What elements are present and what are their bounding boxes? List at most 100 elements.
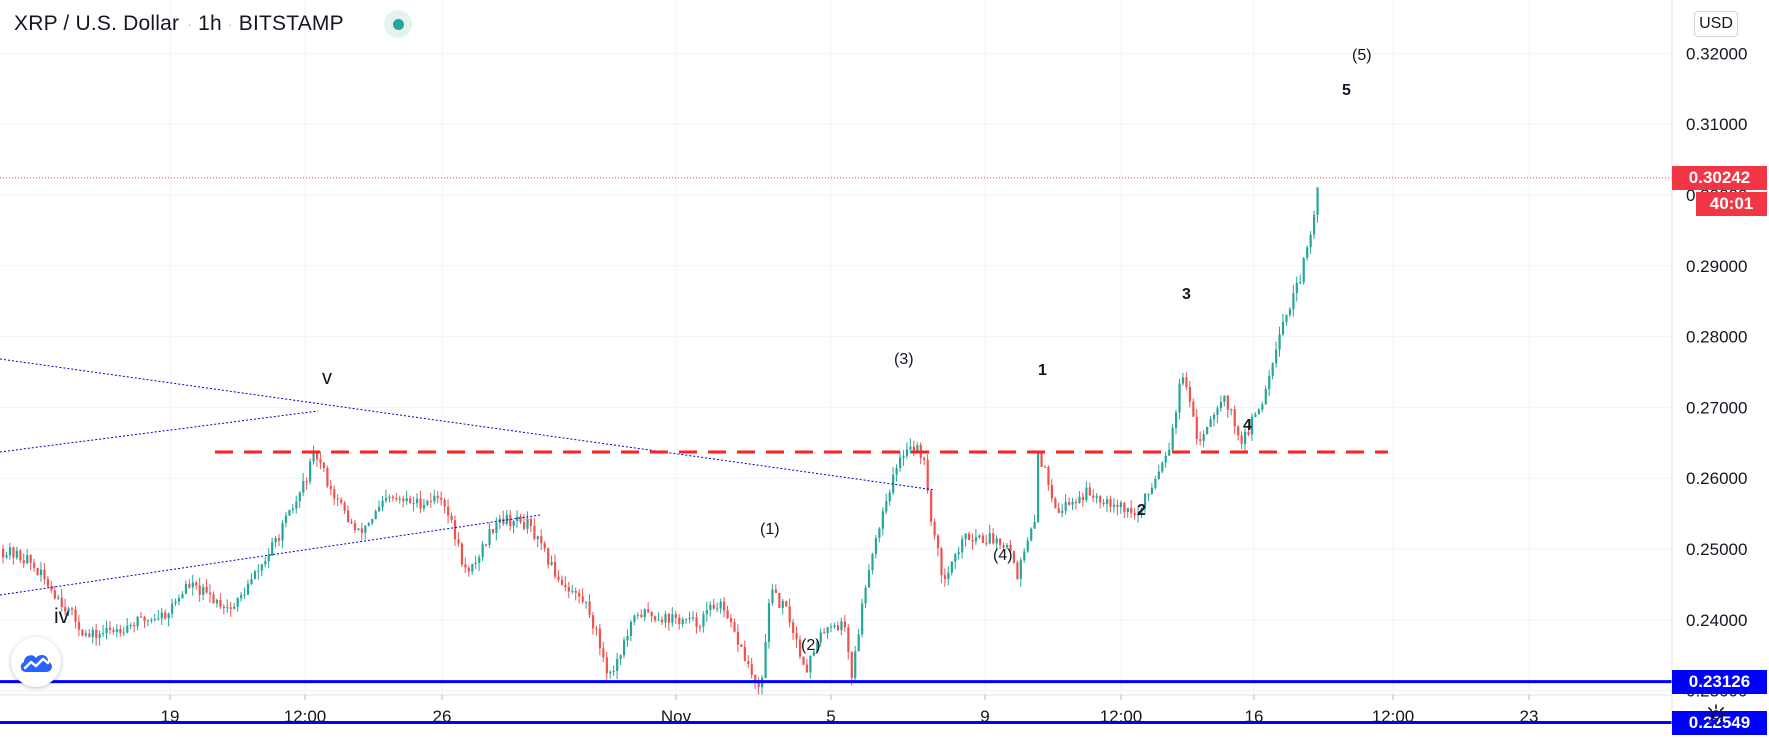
candle-body <box>260 564 263 571</box>
candle-body <box>1088 487 1091 496</box>
tradingview-logo[interactable] <box>11 637 61 687</box>
candle-body <box>750 664 753 675</box>
candle-body <box>1019 560 1022 579</box>
candle-body <box>219 600 222 607</box>
candle-body <box>74 609 77 622</box>
candle-body <box>847 627 850 652</box>
time-tick-label: 12:00 <box>284 707 327 726</box>
candle-body <box>347 510 350 522</box>
candle-body <box>416 498 419 504</box>
candle-body <box>712 604 715 609</box>
wave-label-1-paren: (1) <box>760 521 780 538</box>
candle-body <box>1223 395 1226 402</box>
candle-body <box>1068 502 1071 505</box>
candle-body <box>595 628 598 630</box>
candle-body <box>636 614 639 616</box>
candle-body <box>771 589 774 604</box>
candle-body <box>108 627 112 630</box>
candle-body <box>609 672 612 674</box>
time-tick-label: 12:00 <box>1100 707 1143 726</box>
candle-body <box>571 590 574 592</box>
candle-body <box>91 629 94 637</box>
candle-body <box>426 500 429 506</box>
candle-body <box>81 629 84 636</box>
candle-body <box>912 446 915 451</box>
candle-body <box>1226 395 1229 410</box>
candle-body <box>440 497 443 500</box>
candle-body <box>854 651 857 678</box>
tradingview-cloud-logo-icon <box>20 654 52 672</box>
candle-body <box>22 560 25 564</box>
candle-body <box>233 606 236 609</box>
candle-body <box>940 548 943 576</box>
candle-body <box>1285 314 1288 322</box>
candle-body <box>871 554 874 571</box>
candle-body <box>1192 401 1195 417</box>
candle-body <box>60 597 63 608</box>
candle-body <box>1257 409 1260 415</box>
candle-body <box>1112 504 1116 507</box>
candle-body <box>964 533 967 540</box>
candle-body <box>747 660 750 665</box>
candle-body <box>878 528 881 538</box>
candle-body <box>322 462 326 468</box>
candle-body <box>792 622 795 633</box>
market-status-indicator[interactable] <box>384 10 412 38</box>
candle-body <box>726 610 729 619</box>
elliott-wave-labels: iv v (1) (2) (3) (4) (5) 1 2 3 4 5 <box>54 47 1372 654</box>
candle-body <box>333 489 336 499</box>
candle-body <box>1074 501 1078 503</box>
candle-body <box>46 579 50 587</box>
candle-body <box>222 606 225 608</box>
candle-body <box>464 564 467 568</box>
symbol-title[interactable]: XRP / U.S. Dollar · 1h · BITSTAMP <box>14 10 344 38</box>
candle-body <box>295 501 298 509</box>
wave-label-1: 1 <box>1038 362 1047 379</box>
candle-body <box>1244 431 1247 444</box>
candle-body <box>150 619 153 621</box>
candle-body <box>198 585 201 595</box>
candle-body <box>788 606 791 623</box>
candle-body <box>733 622 736 632</box>
candle-body <box>598 628 602 649</box>
candle-body <box>1147 493 1150 495</box>
candle-body <box>246 583 250 595</box>
candle-body <box>536 536 539 540</box>
wave-label-5: 5 <box>1342 82 1351 99</box>
chart-settings-button[interactable] <box>1703 702 1729 728</box>
candle-body <box>19 550 22 561</box>
time-tick-label: 12:00 <box>1372 707 1415 726</box>
candle-body <box>460 543 464 565</box>
candle-body <box>850 651 853 678</box>
candle-body <box>688 617 691 619</box>
gear-icon <box>1705 704 1727 726</box>
candle-body <box>923 457 926 460</box>
candle-body <box>692 617 695 619</box>
candle-body <box>864 587 867 604</box>
candle-body <box>133 625 136 627</box>
candle-body <box>1216 408 1219 415</box>
candle-body <box>936 535 940 549</box>
currency-button[interactable]: USD <box>1694 11 1738 37</box>
candle-body <box>143 616 146 622</box>
candle-body <box>164 612 167 619</box>
candle-body <box>1295 282 1298 294</box>
candle-body <box>71 608 74 610</box>
price-axis[interactable]: 0.320000.310000.300000.290000.280000.270… <box>1686 44 1747 734</box>
candle-body <box>778 592 781 608</box>
candle-body <box>191 582 194 588</box>
candle-body <box>816 642 819 652</box>
wave-label-iv: iv <box>54 605 70 628</box>
time-axis[interactable]: 19 12:00 26 Nov 5 9 12:00 16 12:00 23 <box>161 695 1539 726</box>
candle-body <box>1023 551 1026 561</box>
candle-body <box>812 651 815 656</box>
candle-body <box>409 498 412 503</box>
time-tick-label: 23 <box>1520 707 1539 726</box>
candle-body <box>1316 187 1319 215</box>
candle-body <box>112 629 115 632</box>
candle-body <box>988 533 991 544</box>
candle-body <box>1061 510 1064 513</box>
candle-body <box>678 617 681 625</box>
